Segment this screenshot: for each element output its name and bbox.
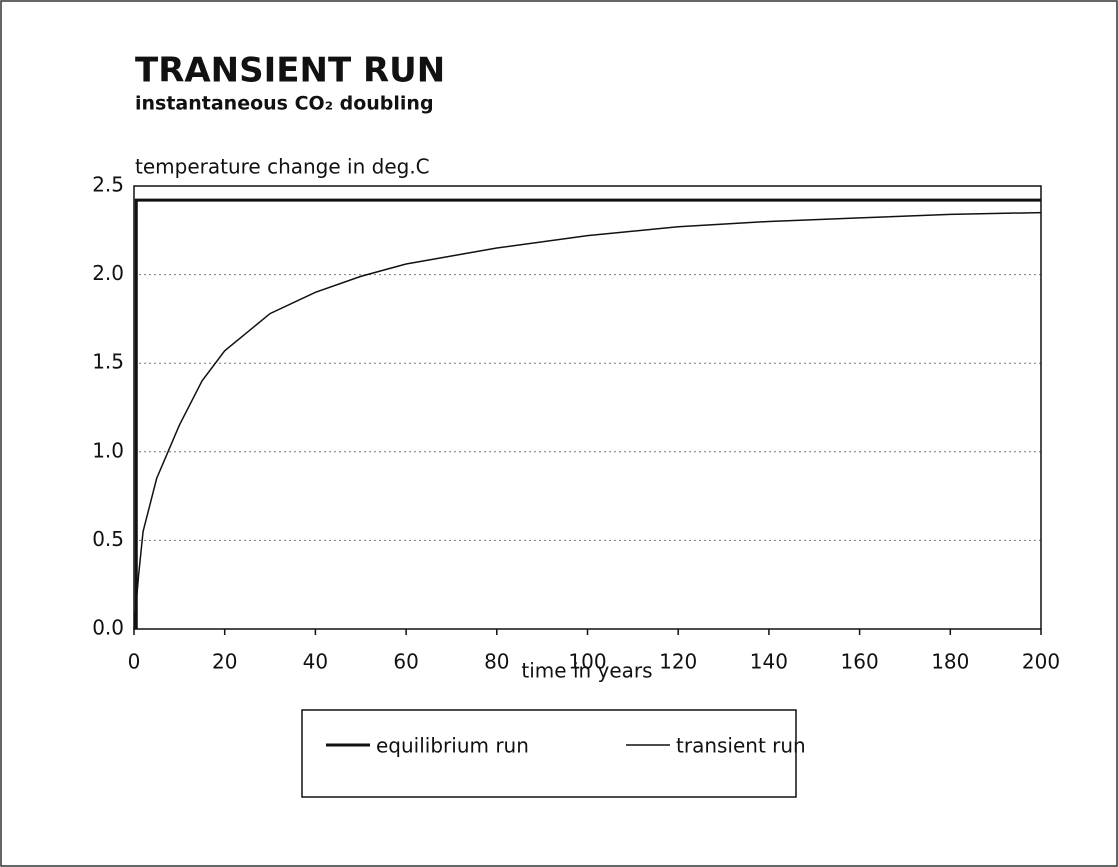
x-tick-label: 60 xyxy=(393,650,418,674)
y-tick-label: 0.0 xyxy=(92,616,124,640)
legend-label: equilibrium run xyxy=(376,734,529,758)
x-tick-label: 140 xyxy=(750,650,788,674)
y-tick-label: 0.5 xyxy=(92,527,124,551)
y-tick-label: 1.0 xyxy=(92,438,124,462)
x-tick-label: 20 xyxy=(212,650,237,674)
x-tick-label: 80 xyxy=(484,650,509,674)
x-tick-label: 40 xyxy=(303,650,328,674)
y-tick-label: 1.5 xyxy=(92,350,124,374)
x-tick-label: 160 xyxy=(841,650,879,674)
x-axis-label: time in years xyxy=(521,659,652,683)
x-tick-label: 120 xyxy=(659,650,697,674)
chart-subtitle: instantaneous CO₂ doubling xyxy=(135,93,434,115)
y-tick-label: 2.5 xyxy=(92,173,124,197)
series-line xyxy=(134,198,1041,629)
plot-frame xyxy=(133,185,1042,630)
x-tick-label: 100 xyxy=(568,650,606,674)
series-line xyxy=(133,211,1042,630)
x-tick-label: 180 xyxy=(931,650,969,674)
x-tick-label: 200 xyxy=(1022,650,1060,674)
legend-label: transient run xyxy=(676,734,806,758)
y-axis-label: temperature change in deg.C xyxy=(135,155,430,179)
chart-title: TRANSIENT RUN xyxy=(135,51,445,91)
y-tick-label: 2.0 xyxy=(92,261,124,285)
x-tick-label: 0 xyxy=(128,650,141,674)
legend-box xyxy=(301,709,797,798)
